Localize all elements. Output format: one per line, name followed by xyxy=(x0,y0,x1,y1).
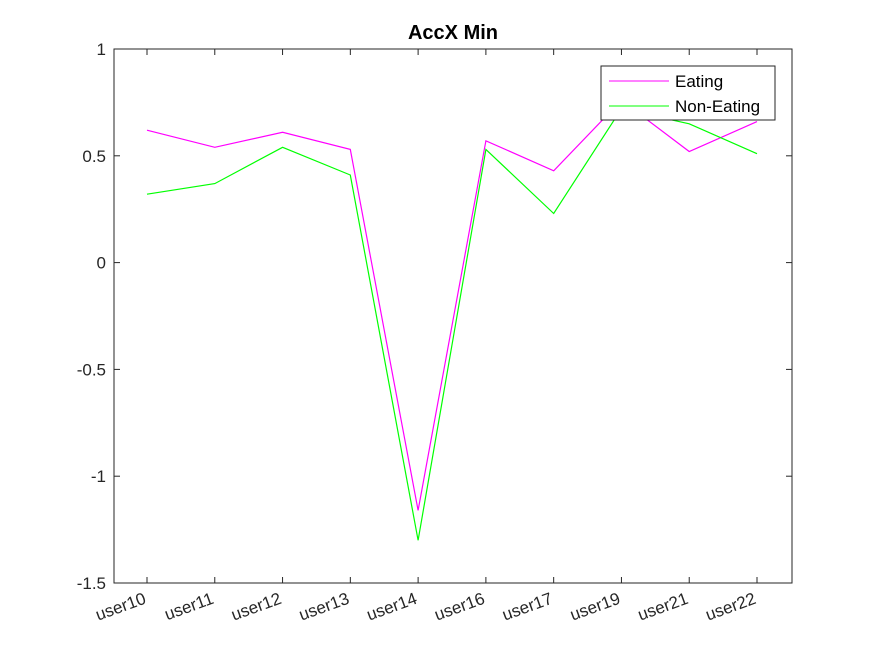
x-tick-label: user16 xyxy=(432,589,487,625)
series-line-eating xyxy=(146,99,758,511)
y-tick-label: 0.5 xyxy=(82,147,106,166)
y-tick-label: -1.5 xyxy=(77,574,106,593)
x-tick-label: user11 xyxy=(162,589,216,624)
y-tick-label: 1 xyxy=(97,40,106,59)
legend: Eating Non-Eating xyxy=(600,65,776,121)
chart-title: AccX Min xyxy=(408,22,498,44)
x-tick-label: user21 xyxy=(635,589,690,625)
plot-area xyxy=(113,48,793,584)
x-tick-label: user13 xyxy=(296,589,351,625)
y-tick-label: -1 xyxy=(91,467,106,486)
x-tick-label: user14 xyxy=(364,589,419,625)
legend-label-eating: Eating xyxy=(675,72,723,91)
x-tick-label: user10 xyxy=(93,589,148,625)
x-tick-label: user22 xyxy=(703,589,758,625)
legend-box xyxy=(600,65,776,121)
legend-label-non-eating: Non-Eating xyxy=(675,97,760,116)
x-tick-label: user12 xyxy=(229,589,284,625)
y-tick-label: -0.5 xyxy=(77,360,106,379)
x-tick-label: user19 xyxy=(567,589,622,625)
x-tick-label: user17 xyxy=(500,589,555,625)
y-tick-label: 0 xyxy=(97,254,106,273)
